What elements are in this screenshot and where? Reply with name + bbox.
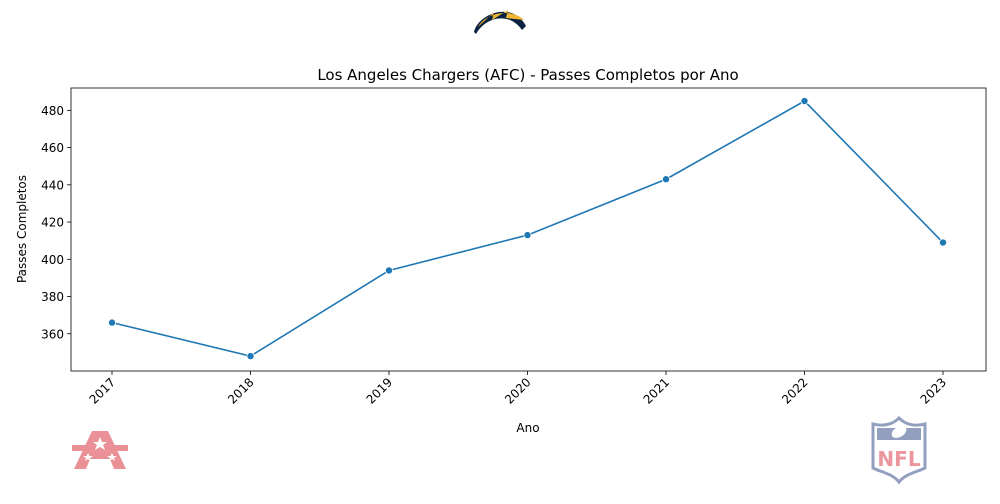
- y-tick-label: 480: [41, 104, 64, 118]
- x-tick-label: 2023: [918, 375, 949, 406]
- series-layer: [108, 97, 948, 361]
- plot-area: [70, 87, 987, 372]
- data-point: [384, 266, 393, 275]
- nfl-shield-logo: NFL: [871, 415, 927, 485]
- y-axis: 360 380 400 420 440 460 480: [41, 104, 71, 341]
- x-tick-label: 2019: [364, 375, 395, 406]
- x-tick-label: 2020: [502, 375, 533, 406]
- y-tick-label: 360: [41, 327, 64, 341]
- x-tick-label: 2021: [641, 375, 672, 406]
- series-line: [111, 100, 944, 357]
- y-tick-label: 440: [41, 178, 64, 192]
- y-tick-label: 420: [41, 216, 64, 230]
- data-point: [108, 318, 117, 327]
- data-point: [662, 175, 671, 184]
- data-point: [246, 352, 255, 361]
- data-point: [939, 238, 948, 247]
- y-axis-label: Passes Completos: [15, 175, 29, 283]
- x-tick-label: 2018: [225, 375, 256, 406]
- x-tick-label: 2017: [87, 375, 118, 406]
- x-axis-label: Ano: [516, 421, 539, 435]
- nfl-logo-text: NFL: [877, 447, 920, 471]
- chart-title: Los Angeles Chargers (AFC) - Passes Comp…: [317, 66, 738, 84]
- x-axis: 2017 2018 2019 2020 2021 2022 2023: [87, 371, 949, 407]
- y-tick-label: 400: [41, 253, 64, 267]
- y-tick-label: 460: [41, 141, 64, 155]
- y-tick-label: 380: [41, 290, 64, 304]
- data-point: [800, 97, 809, 106]
- chargers-bolt-logo: [474, 10, 526, 34]
- x-tick-label: 2022: [779, 375, 810, 406]
- afc-logo: [72, 431, 128, 469]
- data-point: [523, 231, 532, 240]
